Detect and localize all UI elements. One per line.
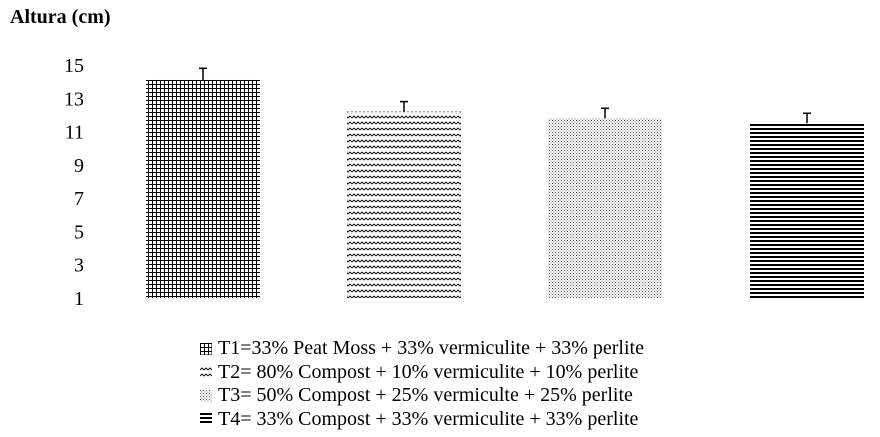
legend-item-t1: T1=33% Peat Moss + 33% vermiculite + 33%… [200,337,644,361]
grid-pattern-swatch [200,342,212,355]
y-tick-label: 9 [74,155,84,177]
bar-t2 [347,111,461,298]
y-tick-label: 11 [65,122,84,144]
legend-item-t3: T3= 50% Compost + 25% vermiculte + 25% p… [200,384,644,408]
y-tick-label: 3 [74,255,84,277]
y-tick-label: 1 [74,288,84,310]
y-axis-label: Altura (cm) [10,6,111,28]
y-tick-label: 7 [74,188,84,210]
y-tick-label: 13 [64,88,84,110]
legend-label: T2= 80% Compost + 10% vermiculite + 10% … [218,360,639,383]
error-bar-t3 [601,107,609,119]
y-tick-label: 15 [64,55,84,77]
legend-label: T1=33% Peat Moss + 33% vermiculite + 33%… [218,337,644,359]
zigzag-pattern-swatch [200,366,212,379]
legend-label: T4= 33% Compost + 33% vermiculite + 33% … [218,407,639,430]
y-tick-label: 5 [74,221,84,243]
hlines-pattern-swatch [200,413,212,426]
error-bar-t1 [199,67,207,80]
bar-t1 [146,79,260,298]
legend: T1=33% Peat Moss + 33% vermiculite + 33%… [200,337,644,431]
error-bar-t4 [803,112,811,124]
dots-pattern-swatch [200,389,212,402]
bar-t4 [750,123,864,298]
legend-item-t4: T4= 33% Compost + 33% vermiculite + 33% … [200,408,644,432]
bar-t3 [548,118,662,298]
error-bar-t2 [400,100,408,112]
legend-label: T3= 50% Compost + 25% vermiculte + 25% p… [218,384,633,406]
legend-item-t2: T2= 80% Compost + 10% vermiculite + 10% … [200,361,644,385]
